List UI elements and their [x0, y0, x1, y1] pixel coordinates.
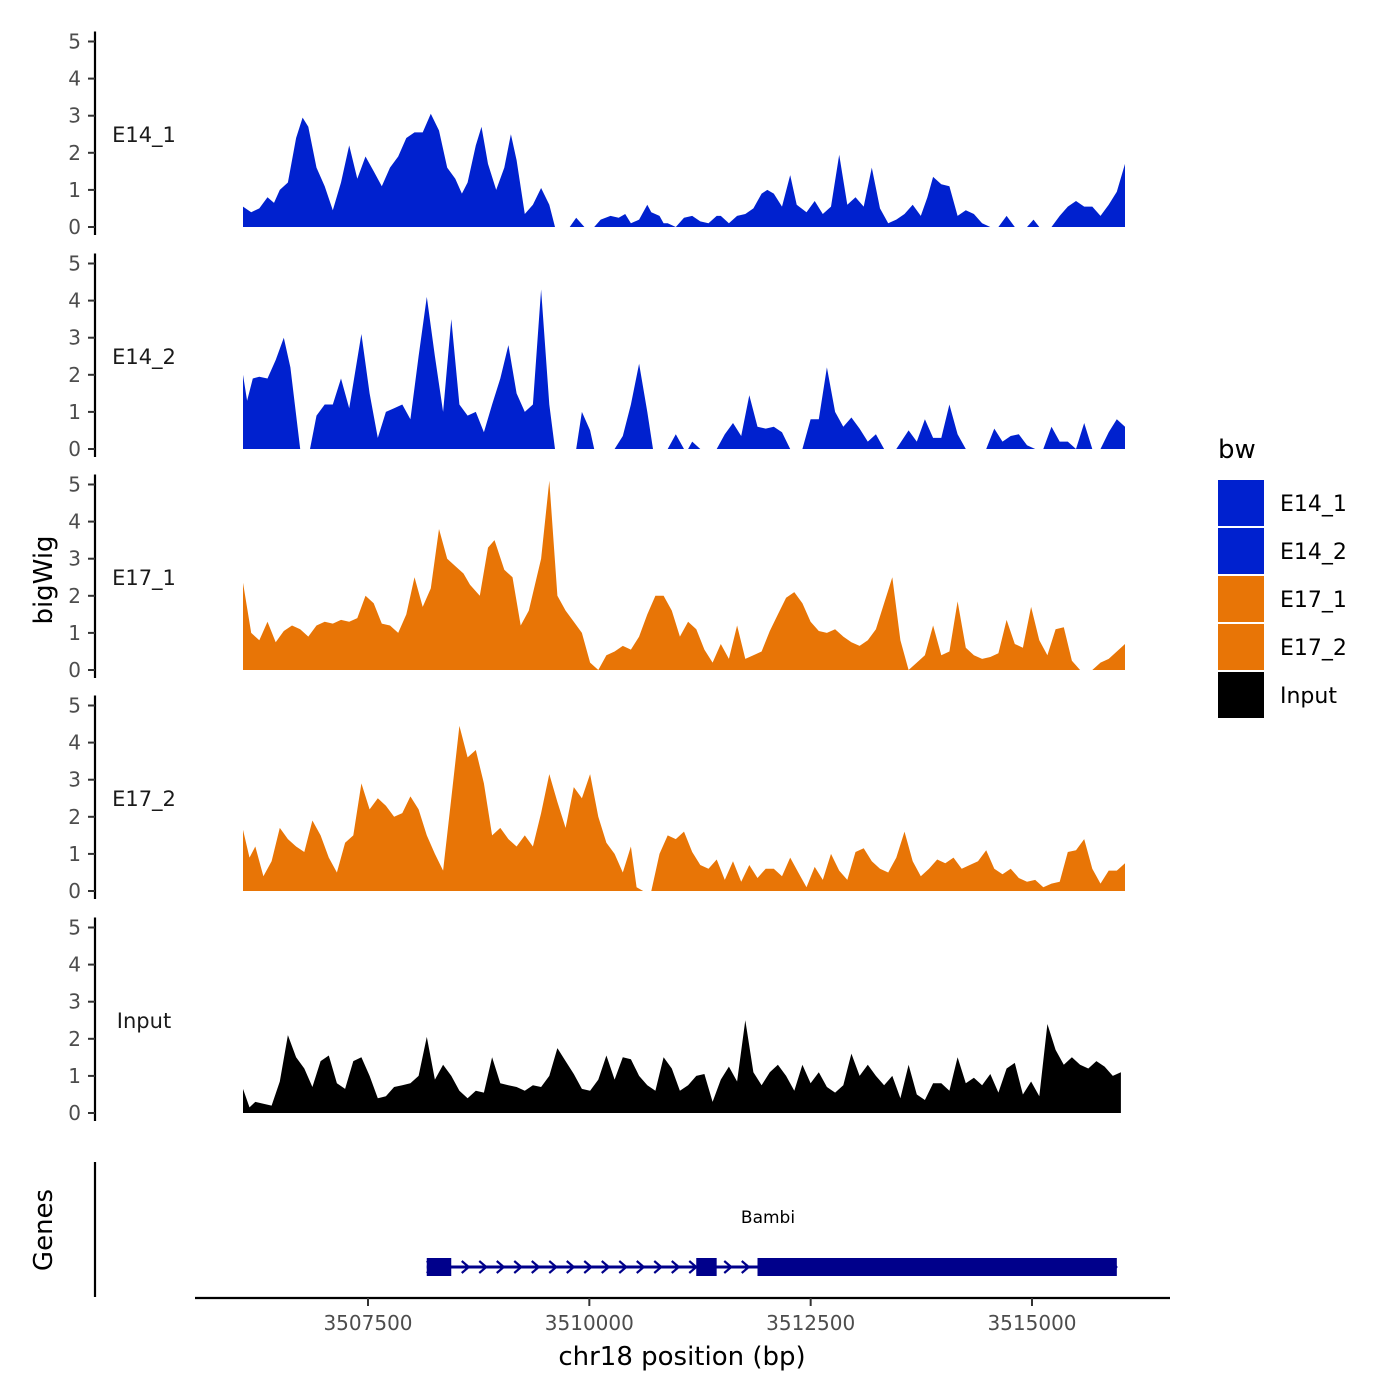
track-label: E17_1	[112, 566, 176, 591]
y-tick-label: 3	[68, 104, 81, 128]
y-tick-label: 0	[68, 215, 81, 239]
strand-arrow	[461, 1260, 471, 1274]
legend-label: E17_1	[1280, 588, 1347, 613]
strand-arrow	[671, 1260, 681, 1274]
y-axis-title: bigWig	[29, 535, 59, 624]
x-tick-label: 3507500	[323, 1311, 412, 1335]
legend-swatch-input	[1218, 672, 1264, 718]
strand-arrow	[741, 1260, 751, 1274]
y-tick-label: 0	[68, 1101, 81, 1125]
y-tick-label: 4	[68, 510, 81, 534]
y-tick-label: 5	[68, 30, 81, 54]
gene-exon	[757, 1258, 1117, 1276]
y-tick-label: 4	[68, 953, 81, 977]
legend-title: bw	[1218, 435, 1256, 465]
y-tick-label: 4	[68, 67, 81, 91]
signal-area-e17_1	[243, 480, 1125, 670]
y-tick-label: 0	[68, 658, 81, 682]
y-tick-label: 5	[68, 252, 81, 276]
strand-arrow	[601, 1260, 611, 1274]
y-tick-label: 2	[68, 584, 81, 608]
gene-exon	[426, 1258, 452, 1276]
y-tick-label: 1	[68, 1064, 81, 1088]
y-tick-label: 1	[68, 621, 81, 645]
strand-arrow	[478, 1260, 488, 1274]
x-tick-label: 3510000	[545, 1311, 634, 1335]
y-tick-label: 0	[68, 437, 81, 461]
y-tick-label: 3	[68, 326, 81, 350]
gene-name-label: Bambi	[741, 1208, 795, 1228]
signal-area-e17_2	[243, 725, 1125, 891]
y-tick-label: 3	[68, 990, 81, 1014]
y-tick-label: 1	[68, 178, 81, 202]
legend-label: E14_2	[1280, 540, 1347, 565]
track-label: E14_2	[112, 345, 176, 370]
strand-arrow	[723, 1260, 733, 1274]
legend-swatch-e14_1	[1218, 480, 1264, 526]
legend-label: Input	[1280, 684, 1337, 709]
strand-arrow	[566, 1260, 576, 1274]
x-axis-title: chr18 position (bp)	[558, 1342, 805, 1372]
x-axis: 3507500 3510000 3512500 3515000	[195, 1296, 1170, 1335]
track-e17_1: 0 1 2 3 4 5 E17_1	[68, 473, 1125, 682]
track-label: Input	[117, 1009, 171, 1033]
y-tick-label: 0	[68, 879, 81, 903]
strand-arrow	[653, 1260, 663, 1274]
y-tick-label: 2	[68, 141, 81, 165]
strand-arrow	[496, 1260, 506, 1274]
y-tick-label: 4	[68, 289, 81, 313]
y-tick-label: 1	[68, 842, 81, 866]
gene-exon	[696, 1258, 717, 1276]
y-tick-label: 2	[68, 805, 81, 829]
y-tick-label: 4	[68, 731, 81, 755]
legend-swatch-e17_1	[1218, 576, 1264, 622]
y-tick-label: 5	[68, 916, 81, 940]
y-tick-label: 2	[68, 1027, 81, 1051]
signal-area-e14_1	[243, 113, 1125, 227]
legend-label: E17_2	[1280, 636, 1347, 661]
legend-swatch-e17_2	[1218, 624, 1264, 670]
strand-arrow	[583, 1260, 593, 1274]
signal-tracks: 0 1 2 3 4 5 E14_1 0 1 2 3 4 5 E14_2 0 1 2 3 4 5 E17_1 0 1 2 3 4 5 E…	[68, 30, 1125, 1125]
track-label: E17_2	[112, 787, 176, 812]
track-label: E14_1	[112, 123, 176, 148]
x-tick-label: 3512500	[766, 1311, 855, 1335]
y-tick-label: 3	[68, 768, 81, 792]
legend-label: E14_1	[1280, 492, 1347, 517]
gene-track: Bambi	[93, 1162, 1118, 1297]
strand-arrow	[513, 1260, 523, 1274]
signal-area-e14_2	[243, 289, 1125, 449]
genes-axis-title: Genes	[29, 1189, 59, 1271]
signal-area-input	[243, 1020, 1121, 1113]
track-e17_2: 0 1 2 3 4 5 E17_2	[68, 694, 1125, 903]
y-tick-label: 5	[68, 473, 81, 497]
y-tick-label: 5	[68, 694, 81, 718]
x-tick-label: 3515000	[987, 1311, 1076, 1335]
y-tick-label: 1	[68, 400, 81, 424]
strand-arrow	[618, 1260, 628, 1274]
track-e14_1: 0 1 2 3 4 5 E14_1	[68, 30, 1125, 239]
y-tick-label: 2	[68, 363, 81, 387]
legend: E14_1 E14_2 E17_1 E17_2 Input	[1218, 480, 1347, 718]
track-e14_2: 0 1 2 3 4 5 E14_2	[68, 252, 1125, 461]
legend-swatch-e14_2	[1218, 528, 1264, 574]
strand-arrow	[548, 1260, 558, 1274]
strand-arrow	[636, 1260, 646, 1274]
strand-arrow	[531, 1260, 541, 1274]
track-input: 0 1 2 3 4 5 Input	[68, 916, 1121, 1125]
y-tick-label: 3	[68, 547, 81, 571]
